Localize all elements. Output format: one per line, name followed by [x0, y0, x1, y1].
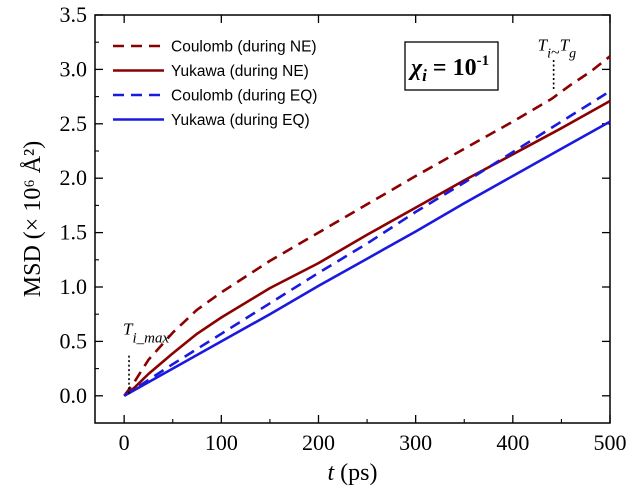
annotation-label-ti-max: Ti_max	[123, 319, 169, 346]
plot-border	[94, 14, 611, 424]
y-tick-label: 1.5	[60, 220, 88, 245]
y-tick-label: 0.5	[60, 328, 88, 353]
series-line-2	[123, 99, 611, 397]
x-tick-label: 300	[399, 430, 432, 455]
chi-box: χi = 10-1	[404, 41, 499, 91]
legend-label-3: Coulomb (during EQ)	[171, 88, 317, 105]
annotation-label-ti-tg: Ti~Tg	[538, 36, 576, 62]
x-tick-label: 0	[119, 430, 130, 455]
y-tick-label: 3.0	[60, 56, 88, 81]
axis-titles: t (ps) MSD (× 10⁶ Å²)	[20, 141, 378, 486]
y-tick-label: 2.0	[60, 165, 88, 190]
y-tick-label: 1.0	[60, 274, 88, 299]
chi-box-frame	[404, 41, 499, 91]
series-layer	[123, 55, 611, 397]
legend: Coulomb (during NE) Yukawa (during NE) Cou…	[113, 39, 317, 129]
x-tick-label: 400	[496, 430, 529, 455]
legend-label-1: Coulomb (during NE)	[171, 39, 317, 56]
x-tick-label: 500	[594, 430, 627, 455]
x-axis-title: t (ps)	[328, 460, 378, 486]
annotations: Ti_max Ti~Tg	[123, 36, 576, 394]
x-tick-label: 200	[302, 430, 335, 455]
y-tick-label: 0.0	[60, 383, 88, 408]
y-axis-title: MSD (× 10⁶ Å²)	[20, 141, 46, 297]
series-line-4	[123, 120, 611, 397]
y-tick-label: 2.5	[60, 111, 88, 136]
series-line-3	[123, 90, 611, 397]
chi-label: χi = 10-1	[408, 53, 489, 85]
series-line-1	[123, 55, 611, 397]
legend-label-4: Yukawa (during EQ)	[171, 112, 310, 129]
legend-label-2: Yukawa (during NE)	[171, 63, 309, 80]
x-tick-label: 100	[205, 430, 238, 455]
axes: 0 100 200 300 400 500 0.0 0.5 1.0 1.5 2.0 2.5 3.0 3.5	[60, 2, 627, 455]
y-tick-label: 3.5	[60, 2, 88, 27]
plot-frame	[94, 14, 611, 424]
